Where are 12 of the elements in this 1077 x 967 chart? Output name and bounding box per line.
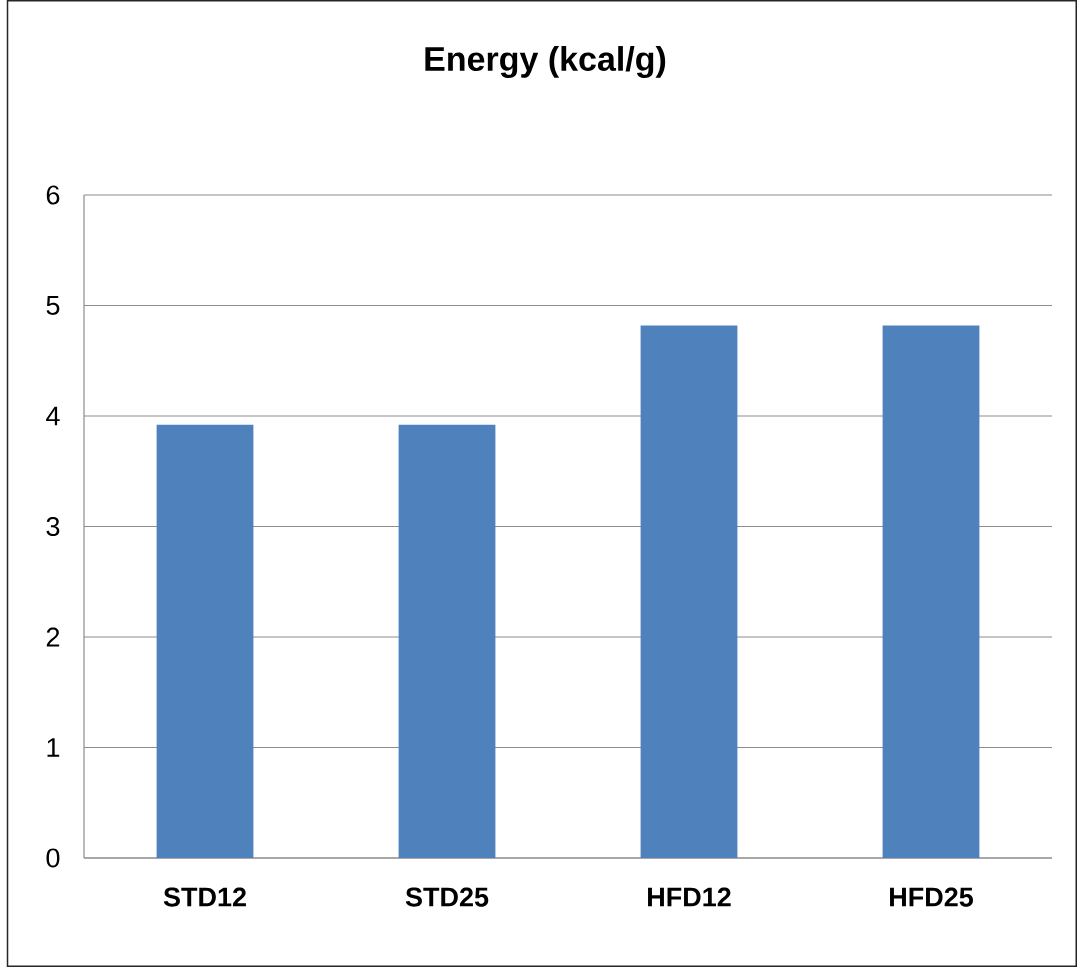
y-tick-label: 3 [46, 516, 60, 537]
y-tick-label: 2 [46, 627, 60, 647]
y-tick-label: 5 [46, 296, 60, 315]
y-tick-label: 6 [46, 185, 60, 205]
chart-title: Energy (kcal/g) [425, 46, 666, 78]
y-tick-label: 0 [46, 848, 60, 868]
y-tick-label: 1 [47, 738, 60, 757]
x-tick-label: HFD12 [648, 887, 731, 907]
x-tick-label: STD25 [405, 887, 489, 907]
x-tick-label: STD12 [163, 887, 246, 907]
x-tick-label: HFD25 [890, 887, 974, 907]
y-tick-label: 4 [46, 406, 60, 426]
